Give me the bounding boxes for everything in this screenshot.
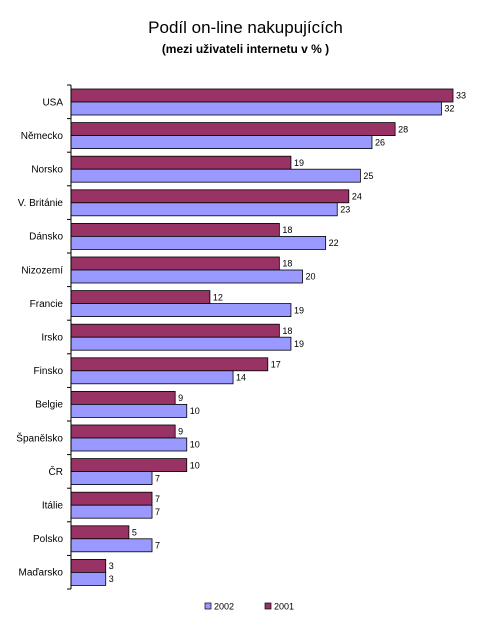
category-label-madarsko: Maďarsko [19,568,64,579]
bar-madarsko-2002 [70,572,107,586]
category-label-francie: Francie [30,299,64,310]
category-label-spanelsko: Španělsko [16,431,63,444]
data-label-finsko-2002: 14 [236,373,246,383]
bar-irsko-2001 [70,323,280,338]
category-label-v-britanie: V. Británie [18,198,64,209]
legend-swatch-2002 [204,602,212,610]
bar-nemecko-2001 [70,122,396,136]
bar-norsko-2002 [70,168,361,183]
data-label-usa-2002: 32 [444,104,454,114]
data-label-italie-2002: 7 [155,507,160,517]
data-label-italie-2001: 7 [155,494,160,504]
data-label-nemecko-2002: 26 [375,137,385,147]
chart-subtitle: (mezi uživateli internetu v % ) [161,42,330,56]
bar-spanelsko-2001 [70,424,176,439]
data-label-madarsko-2002: 3 [109,574,114,584]
data-label-irsko-2002: 19 [294,339,304,349]
data-label-nemecko-2001: 28 [398,124,408,134]
data-label-polsko-2001: 5 [132,528,137,538]
bar-cr-2001 [70,458,188,473]
legend-label-2001: 2001 [274,602,294,612]
data-label-norsko-2002: 25 [363,171,373,181]
category-label-nizozemi: Nizozemí [21,265,63,276]
category-label-belgie: Belgie [35,400,63,411]
category-label-irsko: Irsko [41,333,63,344]
data-label-belgie-2002: 10 [190,406,200,416]
data-label-polsko-2002: 7 [155,541,160,551]
legend: 2002 2001 [204,602,294,612]
data-label-francie-2001: 12 [213,292,223,302]
bar-dansko-2002 [70,235,327,250]
data-label-norsko-2001: 19 [294,158,304,168]
data-label-nizozemi-2002: 20 [306,272,316,282]
legend-label-2002: 2002 [214,602,234,612]
bar-cr-2002 [70,471,153,486]
category-label-dansko: Dánsko [29,232,63,243]
bar-belgie-2002 [70,403,188,418]
bar-francie-2001 [70,290,211,305]
bar-francie-2002 [70,303,292,318]
data-label-usa-2001: 33 [456,91,466,101]
chart-title: Podíl on-line nakupujících [148,18,343,37]
bar-polsko-2002 [70,538,153,553]
bar-belgie-2001 [70,390,176,405]
bar-madarsko-2001 [70,559,107,573]
bar-nizozemi-2002 [70,269,303,284]
data-label-spanelsko-2002: 10 [190,440,200,450]
legend-swatch-2001 [264,602,272,610]
data-label-spanelsko-2001: 9 [178,427,183,437]
data-label-finsko-2001: 17 [271,360,281,370]
category-label-italie: Itálie [42,501,64,512]
bar-finsko-2002 [70,370,234,385]
category-label-nemecko: Německo [21,131,64,142]
bar-irsko-2002 [70,336,292,351]
data-label-cr-2001: 10 [190,460,200,470]
bar-usa-2001 [70,88,454,103]
data-label-cr-2002: 7 [155,473,160,483]
bar-nemecko-2002 [70,135,373,150]
bar-italie-2002 [70,504,153,519]
data-label-irsko-2001: 18 [282,326,292,336]
bar-finsko-2001 [70,357,269,372]
data-label-dansko-2001: 18 [282,225,292,235]
bar-dansko-2001 [70,222,280,237]
bar-nizozemi-2001 [70,256,280,271]
bar-polsko-2001 [70,525,130,540]
bar-v-britanie-2001 [70,189,350,204]
bar-spanelsko-2002 [70,437,188,452]
data-label-madarsko-2001: 3 [109,561,114,571]
bar-v-britanie-2002 [70,202,338,217]
category-label-cr: ČR [49,465,63,478]
category-label-polsko: Polsko [33,534,63,545]
data-label-v-britanie-2002: 23 [340,205,350,215]
data-label-nizozemi-2001: 18 [282,259,292,269]
data-label-dansko-2002: 22 [329,238,339,248]
bar-usa-2002 [70,101,442,116]
category-label-usa: USA [42,97,63,108]
category-label-finsko: Finsko [34,366,64,377]
data-label-belgie-2001: 9 [178,393,183,403]
data-label-francie-2002: 19 [294,305,304,315]
bar-norsko-2001 [70,155,292,170]
bar-italie-2001 [70,491,153,506]
category-label-norsko: Norsko [31,165,63,176]
data-label-v-britanie-2001: 24 [352,192,362,202]
